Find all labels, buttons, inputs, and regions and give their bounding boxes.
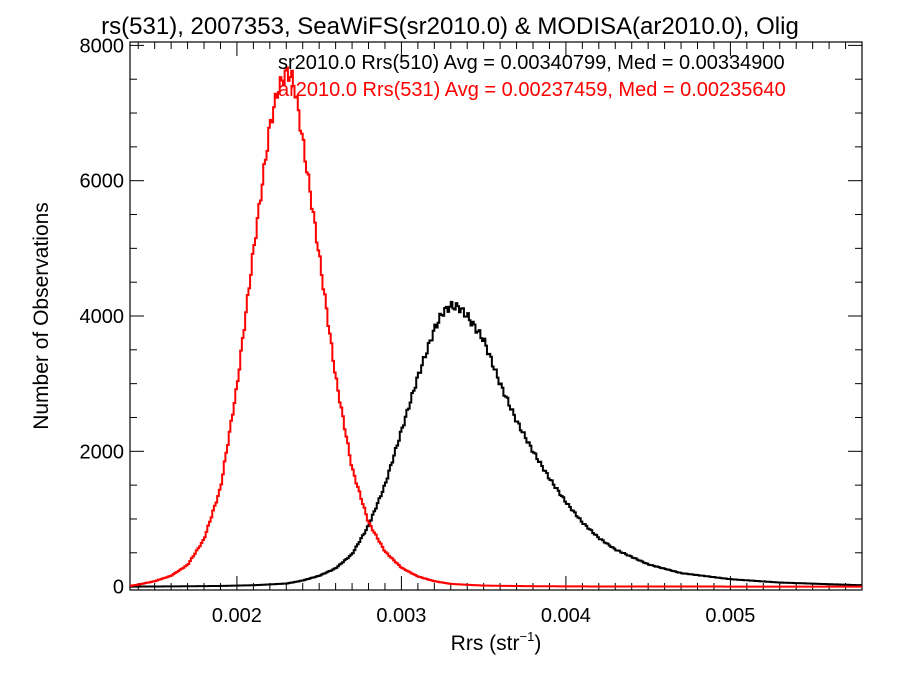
chart-title: rs(531), 2007353, SeaWiFS(sr2010.0) & MO… (101, 13, 799, 40)
x-tick-labels: 0.002 0.003 0.004 0.005 (212, 605, 756, 627)
x-axis-label: Rrs (str−1) (451, 629, 542, 655)
x-tick-label: 0.005 (705, 605, 755, 627)
y-tick-label: 6000 (80, 171, 125, 193)
x-tick-label: 0.004 (541, 605, 591, 627)
plot-frame (129, 41, 863, 591)
series-lines (130, 66, 862, 588)
series-line-red (130, 66, 862, 588)
plot-area (129, 41, 863, 591)
x-tick-label: 0.003 (376, 605, 426, 627)
y-tick-label: 4000 (80, 306, 125, 328)
y-tick-label: 2000 (80, 441, 125, 463)
series-line-black (130, 300, 862, 588)
x-axis-label-main: Rrs (str (451, 632, 520, 655)
y-tick-labels: 0 2000 4000 6000 8000 (80, 35, 125, 598)
x-tick-label: 0.002 (212, 605, 262, 627)
x-axis-label-close: ) (534, 632, 541, 655)
y-axis-label: Number of Observations (30, 202, 53, 430)
x-axis-label-superscript: −1 (520, 629, 535, 644)
legend-entry-red: ar2010.0 Rrs(531) Avg = 0.00237459, Med … (278, 79, 786, 101)
y-tick-label: 8000 (80, 35, 125, 57)
y-tick-label: 0 (113, 577, 124, 599)
axis-ticks (130, 42, 862, 590)
legend-entry-black: sr2010.0 Rrs(510) Avg = 0.00340799, Med … (278, 52, 785, 74)
